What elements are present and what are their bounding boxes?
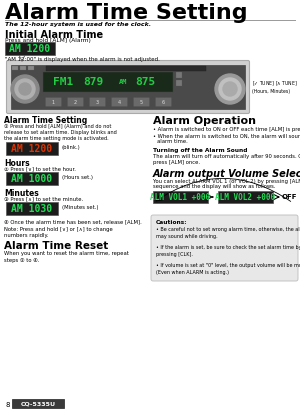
Text: ALM VOL2 +000: ALM VOL2 +000 bbox=[215, 193, 276, 201]
Text: ALM VOL1 +000: ALM VOL1 +000 bbox=[150, 193, 211, 201]
Circle shape bbox=[19, 83, 31, 95]
Text: 8: 8 bbox=[5, 402, 10, 408]
Text: CQ-5335U: CQ-5335U bbox=[20, 401, 56, 406]
Text: Alarm Time Reset: Alarm Time Reset bbox=[4, 241, 108, 251]
FancyBboxPatch shape bbox=[68, 97, 83, 106]
FancyBboxPatch shape bbox=[6, 172, 58, 185]
Text: (Minutes set.): (Minutes set.) bbox=[62, 206, 98, 210]
Text: 6: 6 bbox=[162, 99, 165, 104]
FancyBboxPatch shape bbox=[6, 202, 58, 215]
Text: Alarm Time Setting: Alarm Time Setting bbox=[4, 116, 87, 125]
Text: Alarm Time Setting: Alarm Time Setting bbox=[5, 3, 247, 23]
Text: You can select ALARM VOL 1 (or VOL 2) by pressing [ALM] in: You can select ALARM VOL 1 (or VOL 2) by… bbox=[153, 179, 300, 184]
Text: Note: Press and hold [∨] or [∧] to change
numbers rapidly.: Note: Press and hold [∨] or [∧] to chang… bbox=[4, 227, 113, 238]
FancyBboxPatch shape bbox=[43, 72, 173, 92]
FancyBboxPatch shape bbox=[89, 97, 106, 106]
FancyBboxPatch shape bbox=[46, 66, 206, 71]
Text: FM1: FM1 bbox=[53, 77, 73, 87]
Text: • If volume is set at "0" level, the output volume will be muted.
(Even when ALA: • If volume is set at "0" level, the out… bbox=[156, 263, 300, 275]
Text: 1: 1 bbox=[52, 99, 55, 104]
Text: • If the alarm is set, be sure to check the set alarm time by
pressing [CLK].: • If the alarm is set, be sure to check … bbox=[156, 245, 300, 257]
Text: "AM 12:00" is displayed when the alarm is not adjusted.: "AM 12:00" is displayed when the alarm i… bbox=[5, 57, 160, 62]
Text: (Hours set.): (Hours set.) bbox=[62, 176, 93, 181]
Text: Initial Alarm Time: Initial Alarm Time bbox=[5, 30, 103, 40]
Text: Hours: Hours bbox=[4, 159, 30, 168]
Text: • Alarm is switched to ON or OFF each time [ALM] is pressed.: • Alarm is switched to ON or OFF each ti… bbox=[153, 127, 300, 132]
FancyBboxPatch shape bbox=[6, 142, 58, 155]
FancyBboxPatch shape bbox=[176, 80, 182, 86]
Text: Alarm Operation: Alarm Operation bbox=[153, 116, 256, 126]
Circle shape bbox=[219, 78, 241, 100]
FancyBboxPatch shape bbox=[176, 72, 182, 78]
Text: The 12-hour system is used for the clock.: The 12-hour system is used for the clock… bbox=[5, 22, 151, 27]
Text: When you want to reset the alarm time, repeat
steps ① to ④.: When you want to reset the alarm time, r… bbox=[4, 251, 129, 262]
Text: ② Press [∨] to set the hour.: ② Press [∨] to set the hour. bbox=[4, 166, 76, 171]
FancyBboxPatch shape bbox=[134, 97, 149, 106]
Text: AM 1200: AM 1200 bbox=[9, 44, 51, 54]
Text: AM 1030: AM 1030 bbox=[11, 203, 52, 213]
Text: 2: 2 bbox=[74, 99, 77, 104]
Text: Cautions:: Cautions: bbox=[156, 220, 188, 225]
Text: • Be careful not to set wrong alarm time, otherwise, the alarm
may sound while d: • Be careful not to set wrong alarm time… bbox=[156, 227, 300, 239]
FancyBboxPatch shape bbox=[155, 97, 172, 106]
Text: 3: 3 bbox=[96, 99, 99, 104]
Text: Press and hold [ALM] (Alarm): Press and hold [ALM] (Alarm) bbox=[5, 38, 91, 43]
FancyBboxPatch shape bbox=[11, 65, 245, 109]
Text: • When the alarm is switched to ON, the alarm will sound at the set: • When the alarm is switched to ON, the … bbox=[153, 134, 300, 139]
FancyBboxPatch shape bbox=[218, 191, 273, 203]
Text: ④ Once the alarm time has been set, release [ALM].: ④ Once the alarm time has been set, rele… bbox=[4, 219, 142, 224]
Text: AM 1000: AM 1000 bbox=[11, 173, 52, 183]
FancyBboxPatch shape bbox=[12, 399, 64, 408]
Text: The alarm will turn off automatically after 90 seconds. Otherwise,
press [ALM] o: The alarm will turn off automatically af… bbox=[153, 154, 300, 165]
Circle shape bbox=[215, 74, 245, 104]
Text: Minutes: Minutes bbox=[4, 189, 39, 198]
Text: (blink.): (blink.) bbox=[62, 146, 81, 151]
Text: 879: 879 bbox=[83, 77, 103, 87]
FancyBboxPatch shape bbox=[5, 42, 55, 55]
Text: Alarm output Volume Selection: Alarm output Volume Selection bbox=[153, 169, 300, 179]
FancyBboxPatch shape bbox=[112, 97, 127, 106]
Text: [$\checkmark$ TUNE] [$\wedge$ TUNE]: [$\checkmark$ TUNE] [$\wedge$ TUNE] bbox=[252, 80, 298, 88]
FancyBboxPatch shape bbox=[46, 97, 62, 106]
FancyBboxPatch shape bbox=[7, 60, 250, 114]
Circle shape bbox=[15, 79, 35, 99]
FancyBboxPatch shape bbox=[153, 191, 208, 203]
Circle shape bbox=[11, 75, 39, 103]
FancyBboxPatch shape bbox=[151, 215, 298, 281]
Text: ③ Press [∧] to set the minute.: ③ Press [∧] to set the minute. bbox=[4, 196, 83, 201]
FancyBboxPatch shape bbox=[12, 66, 18, 70]
Text: 875: 875 bbox=[135, 77, 155, 87]
Text: AM 1200: AM 1200 bbox=[11, 144, 52, 154]
FancyBboxPatch shape bbox=[20, 66, 26, 70]
FancyBboxPatch shape bbox=[28, 66, 34, 70]
Text: OFF: OFF bbox=[282, 194, 298, 200]
Text: sequence and the display will show as follows.: sequence and the display will show as fo… bbox=[153, 184, 275, 189]
Text: ① Press and hold [ALM] (Alarm) and do not
release to set alarm time. Display bli: ① Press and hold [ALM] (Alarm) and do no… bbox=[4, 124, 117, 141]
Text: alarm time.: alarm time. bbox=[157, 139, 188, 144]
Text: Turning off the Alarm Sound: Turning off the Alarm Sound bbox=[153, 148, 248, 153]
Text: 4: 4 bbox=[118, 99, 121, 104]
Circle shape bbox=[223, 82, 237, 96]
Text: AM: AM bbox=[119, 79, 127, 85]
Text: (Hours, Minutes): (Hours, Minutes) bbox=[252, 89, 290, 94]
Text: 5: 5 bbox=[140, 99, 143, 104]
